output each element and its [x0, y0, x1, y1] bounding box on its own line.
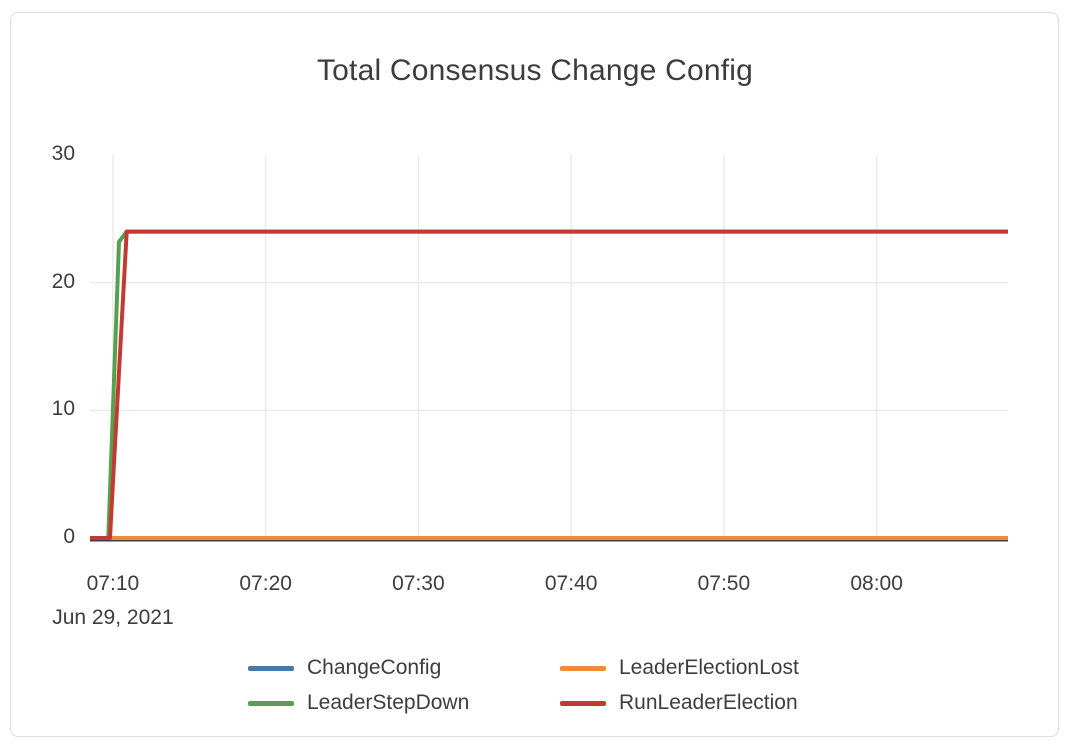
x-tick-label: 07:50 [697, 572, 751, 595]
legend-item-LeaderElectionLost[interactable]: LeaderElectionLost [560, 656, 799, 680]
legend-swatch-icon [248, 665, 294, 671]
x-tick-label: 08:00 [850, 572, 903, 595]
series-line-RunLeaderElection [90, 229, 1008, 540]
y-tick-label: 30 [51, 142, 75, 165]
legend-label: RunLeaderElection [619, 691, 798, 714]
legend-label: ChangeConfig [307, 656, 442, 679]
y-tick-label: 10 [51, 397, 75, 421]
y-tick-label: 0 [63, 525, 75, 548]
chart-window [10, 12, 1059, 737]
y-tick-label: 20 [51, 269, 75, 293]
chart-title: Total Consensus Change Config [316, 54, 754, 87]
x-axis-date-label: Jun 29, 2021 [52, 606, 174, 629]
legend: ChangeConfig LeaderElectionLost LeaderStep… [248, 656, 799, 715]
x-tick-label: 07:10 [86, 572, 140, 595]
x-tick-label: 07:20 [239, 572, 292, 595]
x-tick-label: 07:30 [392, 572, 445, 595]
legend-item-LeaderStepDown[interactable]: LeaderStepDown [248, 691, 560, 715]
series-line-LeaderStepDown [90, 229, 1008, 540]
legend-item-ChangeConfig[interactable]: ChangeConfig [248, 656, 560, 680]
legend-label: LeaderStepDown [307, 691, 470, 714]
x-tick-label: 07:40 [544, 572, 598, 595]
legend-swatch-icon [248, 700, 294, 706]
legend-item-RunLeaderElection[interactable]: RunLeaderElection [560, 691, 799, 715]
legend-swatch-icon [560, 665, 606, 671]
legend-swatch-icon [560, 700, 606, 706]
legend-label: LeaderElectionLost [619, 656, 799, 679]
